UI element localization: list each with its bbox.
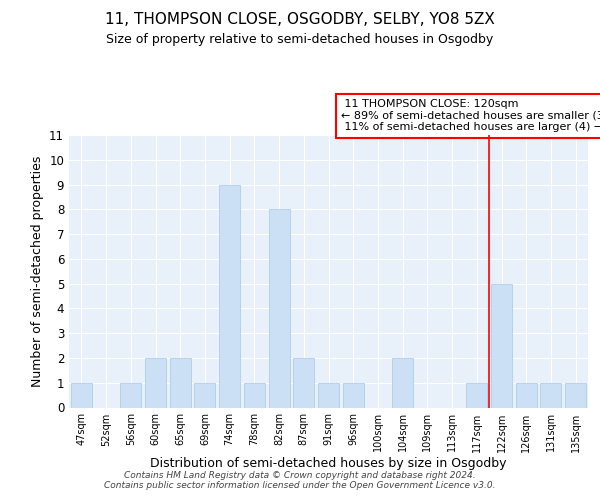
Bar [269,210,290,408]
Text: Contains HM Land Registry data © Crown copyright and database right 2024.
Contai: Contains HM Land Registry data © Crown c… [104,470,496,490]
Bar [219,184,240,408]
Text: 11, THOMPSON CLOSE, OSGODBY, SELBY, YO8 5ZX: 11, THOMPSON CLOSE, OSGODBY, SELBY, YO8 … [105,12,495,28]
Text: 11 THOMPSON CLOSE: 120sqm
← 89% of semi-detached houses are smaller (32)
 11% of: 11 THOMPSON CLOSE: 120sqm ← 89% of semi-… [341,99,600,132]
Bar [145,358,166,408]
Bar [392,358,413,408]
Bar [343,382,364,407]
Bar [293,358,314,408]
Bar [244,382,265,407]
Bar [565,382,586,407]
Bar [491,284,512,408]
Y-axis label: Number of semi-detached properties: Number of semi-detached properties [31,156,44,387]
Bar [318,382,339,407]
Bar [466,382,487,407]
Text: Size of property relative to semi-detached houses in Osgodby: Size of property relative to semi-detach… [106,32,494,46]
Bar [194,382,215,407]
X-axis label: Distribution of semi-detached houses by size in Osgodby: Distribution of semi-detached houses by … [150,458,507,470]
Bar [120,382,141,407]
Bar [170,358,191,408]
Bar [71,382,92,407]
Bar [541,382,562,407]
Bar [516,382,537,407]
